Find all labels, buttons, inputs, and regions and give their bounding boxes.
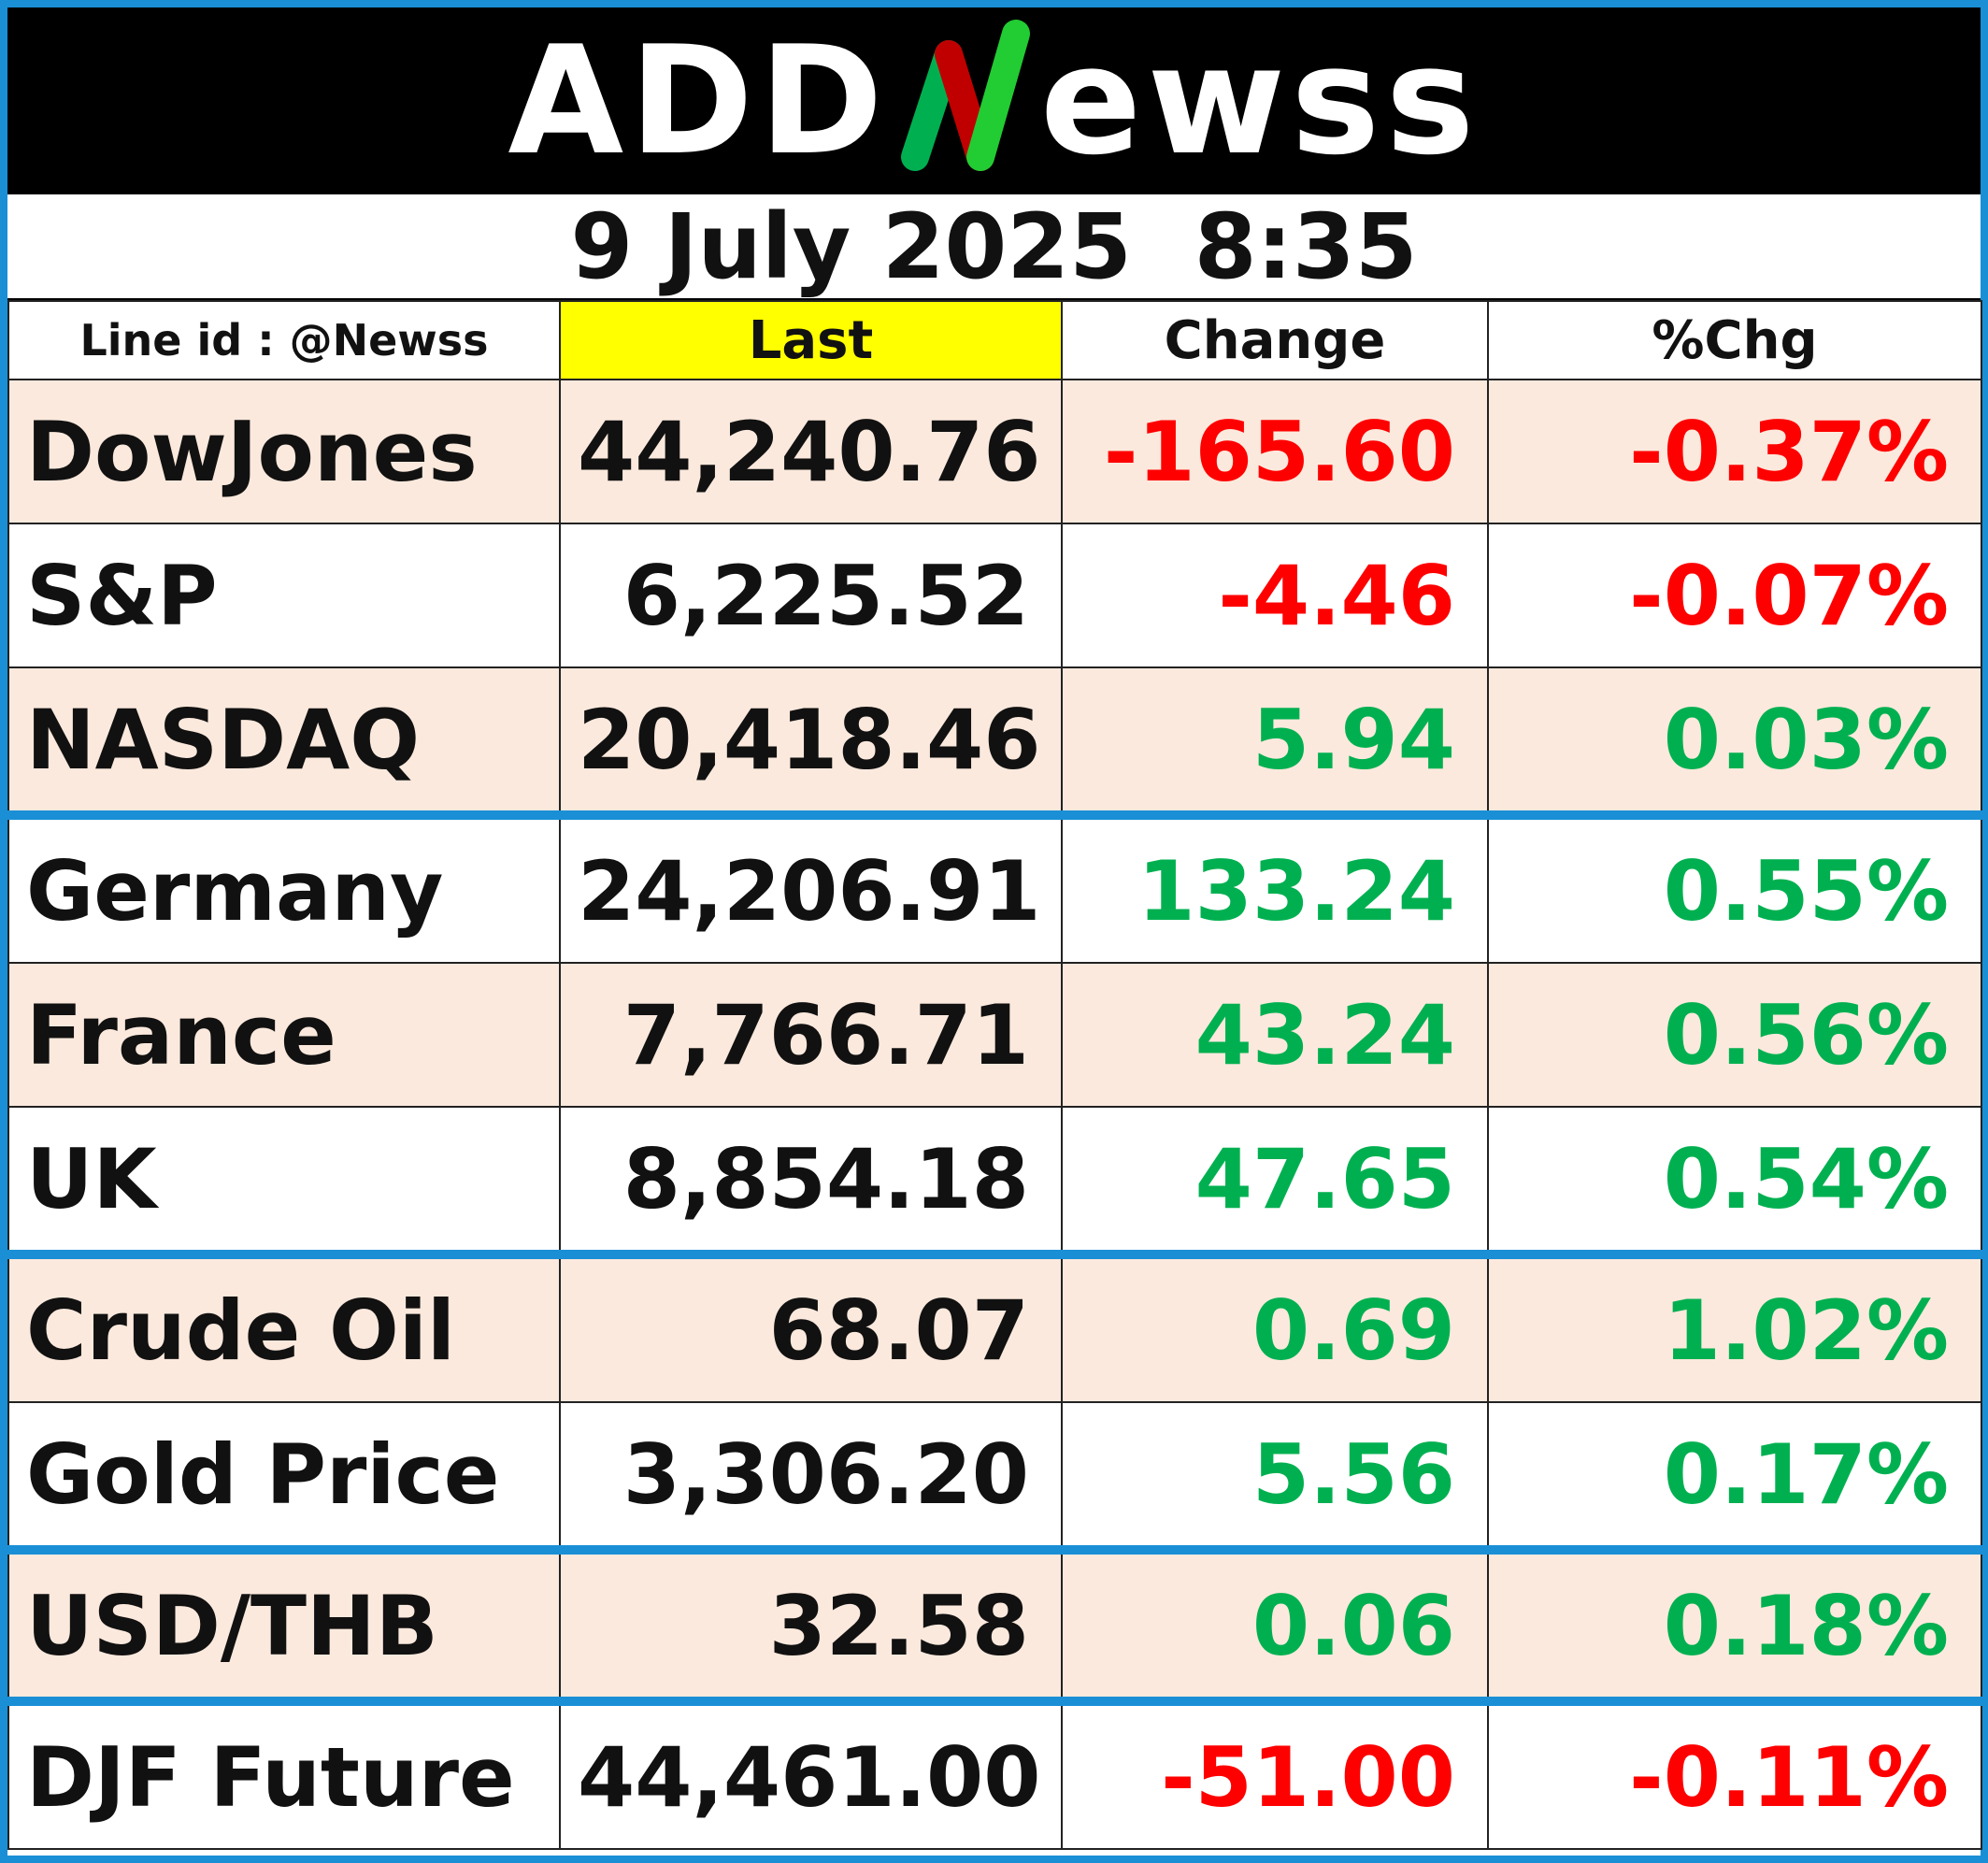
row-pct: -0.07% [1487, 523, 1982, 668]
row-change: -165.60 [1061, 379, 1489, 524]
row-last: 68.07 [559, 1250, 1063, 1403]
row-name: France [7, 962, 561, 1108]
row-pct: 1.02% [1487, 1250, 1982, 1403]
row-pct: 0.03% [1487, 666, 1982, 816]
row-pct: 0.54% [1487, 1106, 1982, 1255]
row-last: 32.58 [559, 1545, 1063, 1702]
row-pct: -0.37% [1487, 379, 1982, 524]
date-time-row: 9 July 2025 8:35 [7, 194, 1981, 300]
table-row: DowJones 44,240.76 -165.60 -0.37% [7, 379, 1982, 524]
row-name: Gold Price [7, 1401, 561, 1551]
header-row: Line id : @Newss Last Change %Chg [7, 300, 1982, 380]
logo-text-right: ewss [1039, 13, 1480, 188]
table-row: S&P 6,225.52 -4.46 -0.07% [7, 523, 1982, 668]
row-last: 7,766.71 [559, 962, 1063, 1108]
row-change: -4.46 [1061, 523, 1489, 668]
table-row: Crude Oil 68.07 0.69 1.02% [7, 1250, 1982, 1403]
logo-bar: ADD ewss [7, 7, 1981, 194]
row-last: 6,225.52 [559, 523, 1063, 668]
row-change: -51.00 [1061, 1697, 1489, 1850]
row-last: 8,854.18 [559, 1106, 1063, 1255]
row-name: UK [7, 1106, 561, 1255]
row-name: DowJones [7, 379, 561, 524]
row-last: 44,461.00 [559, 1697, 1063, 1850]
row-change: 5.56 [1061, 1401, 1489, 1551]
row-change: 133.24 [1061, 810, 1489, 964]
logo-text-left: ADD [508, 13, 889, 188]
row-last: 20,418.46 [559, 666, 1063, 816]
row-name: NASDAQ [7, 666, 561, 816]
header-line-id: Line id : @Newss [7, 300, 561, 380]
table-row: France 7,766.71 43.24 0.56% [7, 962, 1982, 1108]
row-last: 44,240.76 [559, 379, 1063, 524]
table-row: UK 8,854.18 47.65 0.54% [7, 1106, 1982, 1255]
row-last: 24,206.91 [559, 810, 1063, 964]
logo-n-mark [894, 17, 1035, 185]
row-last: 3,306.20 [559, 1401, 1063, 1551]
header-change: Change [1061, 300, 1489, 380]
row-name: Germany [7, 810, 561, 964]
row-change: 43.24 [1061, 962, 1489, 1108]
addnewss-logo: ADD ewss [508, 17, 1480, 185]
row-change: 47.65 [1061, 1106, 1489, 1255]
row-change: 0.69 [1061, 1250, 1489, 1403]
row-name: Crude Oil [7, 1250, 561, 1403]
table-row: NASDAQ 20,418.46 5.94 0.03% [7, 666, 1982, 816]
row-change: 0.06 [1061, 1545, 1489, 1702]
table-row: Germany 24,206.91 133.24 0.55% [7, 810, 1982, 964]
table-row: USD/THB 32.58 0.06 0.18% [7, 1545, 1982, 1702]
row-name: DJF Future [7, 1697, 561, 1850]
logo-n-icon [900, 20, 1030, 171]
date-time: 9 July 2025 8:35 [570, 193, 1418, 299]
row-change: 5.94 [1061, 666, 1489, 816]
row-name: S&P [7, 523, 561, 668]
table-row: Gold Price 3,306.20 5.56 0.17% [7, 1401, 1982, 1551]
row-pct: 0.55% [1487, 810, 1982, 964]
header-pct-change: %Chg [1487, 300, 1982, 380]
header-last: Last [559, 300, 1063, 380]
row-pct: 0.17% [1487, 1401, 1982, 1551]
row-pct: -0.11% [1487, 1697, 1982, 1850]
row-pct: 0.56% [1487, 962, 1982, 1108]
market-table: Line id : @Newss Last Change %Chg DowJon… [7, 300, 1982, 1850]
table-row: DJF Future 44,461.00 -51.00 -0.11% [7, 1697, 1982, 1850]
row-name: USD/THB [7, 1545, 561, 1702]
row-pct: 0.18% [1487, 1545, 1982, 1702]
